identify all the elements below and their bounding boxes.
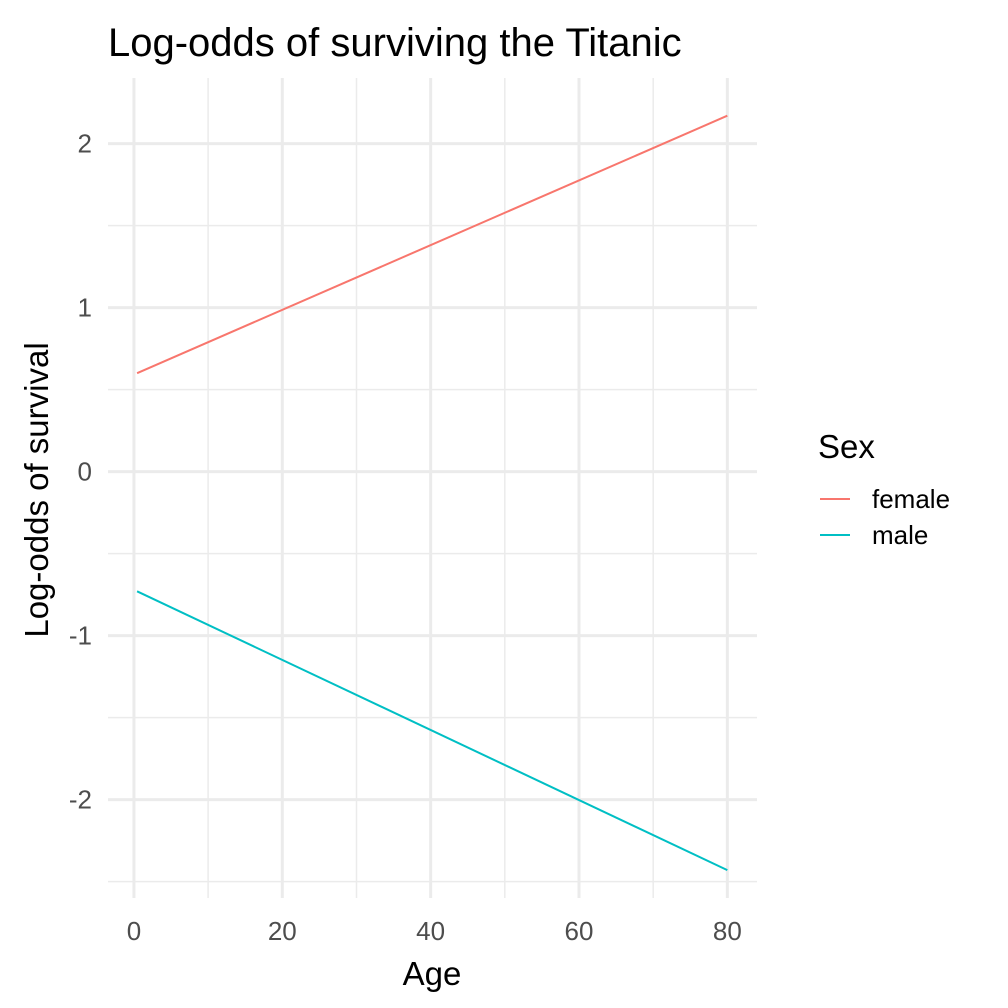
x-tick-label: 0 bbox=[127, 916, 141, 946]
x-tick-label: 20 bbox=[268, 916, 297, 946]
series-layer bbox=[136, 114, 728, 872]
x-axis-title: Age bbox=[403, 955, 462, 992]
series-line-male bbox=[136, 590, 728, 872]
y-tick-label: -2 bbox=[69, 785, 92, 815]
y-tick-label: 1 bbox=[78, 293, 92, 323]
legend-label-male: male bbox=[872, 520, 928, 550]
x-tick-label: 80 bbox=[713, 916, 742, 946]
series-line-female bbox=[136, 114, 728, 375]
x-tick-label: 40 bbox=[416, 916, 445, 946]
y-tick-label: -1 bbox=[69, 621, 92, 651]
legend-label-female: female bbox=[872, 484, 950, 514]
legend-items: female male bbox=[820, 484, 950, 550]
x-tick-label: 60 bbox=[565, 916, 594, 946]
legend-title: Sex bbox=[818, 428, 875, 465]
y-tick-label: 0 bbox=[78, 457, 92, 487]
legend: Sex female male bbox=[818, 428, 950, 550]
y-tick-label: 2 bbox=[78, 129, 92, 159]
chart-title: Log-odds of surviving the Titanic bbox=[108, 21, 682, 65]
tick-labels: 0 20 40 60 80 -2 -1 0 1 2 bbox=[69, 129, 742, 946]
y-axis-title: Log-odds of survival bbox=[18, 342, 55, 637]
grid bbox=[108, 78, 757, 898]
